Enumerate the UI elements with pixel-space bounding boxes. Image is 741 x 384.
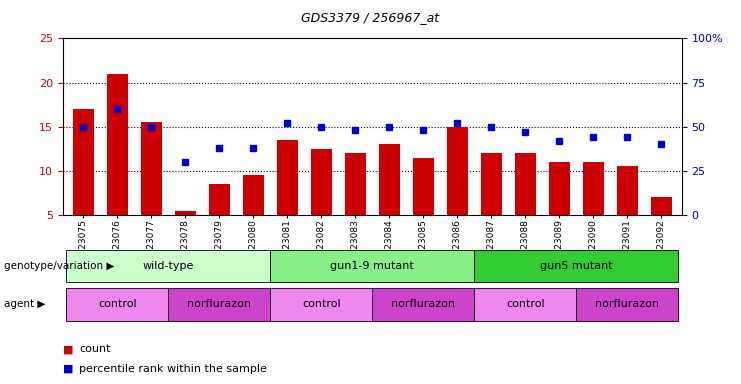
Bar xyxy=(311,149,331,215)
Bar xyxy=(142,122,162,215)
Text: norflurazon: norflurazon xyxy=(595,299,659,310)
Bar xyxy=(73,109,93,215)
Bar xyxy=(107,74,127,215)
Text: norflurazon: norflurazon xyxy=(187,299,251,310)
Text: genotype/variation ▶: genotype/variation ▶ xyxy=(4,261,114,271)
Bar xyxy=(175,210,196,215)
Text: ■: ■ xyxy=(63,364,73,374)
Text: control: control xyxy=(98,299,136,310)
Bar xyxy=(617,167,637,215)
Text: gun5 mutant: gun5 mutant xyxy=(540,261,613,271)
Bar xyxy=(277,140,298,215)
Text: control: control xyxy=(302,299,341,310)
Bar xyxy=(345,153,365,215)
Text: gun1-9 mutant: gun1-9 mutant xyxy=(330,261,414,271)
Bar xyxy=(515,153,536,215)
Text: GDS3379 / 256967_at: GDS3379 / 256967_at xyxy=(302,12,439,25)
Bar xyxy=(651,197,671,215)
Text: norflurazon: norflurazon xyxy=(391,299,456,310)
Text: control: control xyxy=(506,299,545,310)
Text: wild-type: wild-type xyxy=(143,261,194,271)
Bar xyxy=(583,162,603,215)
Bar xyxy=(413,158,433,215)
Text: percentile rank within the sample: percentile rank within the sample xyxy=(79,364,268,374)
Bar xyxy=(243,175,264,215)
Bar xyxy=(447,127,468,215)
Bar xyxy=(379,144,399,215)
Bar xyxy=(209,184,230,215)
Text: agent ▶: agent ▶ xyxy=(4,299,45,310)
Bar xyxy=(549,162,570,215)
Text: count: count xyxy=(79,344,111,354)
Text: ■: ■ xyxy=(63,344,73,354)
Bar xyxy=(481,153,502,215)
